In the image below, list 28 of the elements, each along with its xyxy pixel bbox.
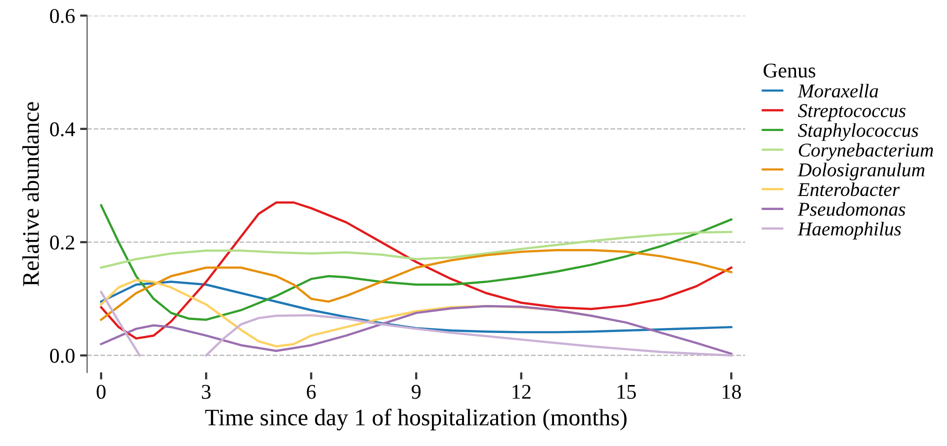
x-tick-label: 12	[512, 384, 530, 399]
x-tick-label: 0	[96, 384, 106, 399]
line-series	[100, 248, 732, 321]
x-tick-label: 15	[618, 384, 636, 399]
y-tick-label: 0.6	[50, 8, 75, 24]
legend-label: Staphylococcus	[798, 123, 918, 141]
legend-label: Moraxella	[798, 84, 878, 98]
y-tick-label: 0.0	[50, 348, 75, 363]
y-tick-label: 0.4	[50, 122, 75, 136]
legend-label: Corynebacterium	[798, 143, 934, 161]
legend-label: Haemophilus	[798, 222, 901, 240]
line-series	[100, 305, 732, 355]
x-tick-label: 9	[412, 384, 421, 399]
line-series	[100, 280, 732, 334]
x-tick-label: 6	[306, 384, 316, 399]
legend-label: Pseudomonas	[798, 202, 906, 216]
x-tick-label: 3	[202, 384, 211, 399]
y-tick-label: 0.2	[50, 236, 74, 250]
x-tick-label: 18	[722, 384, 741, 399]
line-series	[100, 230, 732, 269]
legend-label: Dolosigranulum	[798, 162, 924, 180]
line-series	[100, 201, 732, 340]
x-axis-title: Time since day 1 of hospitalization (months)	[205, 408, 627, 430]
legend-title: Genus	[764, 64, 816, 78]
legend-label: Enterobacter	[798, 182, 900, 196]
line-series	[100, 204, 732, 321]
y-axis-title: Relative abundance	[22, 102, 39, 286]
legend-label: Streptococcus	[798, 104, 906, 122]
